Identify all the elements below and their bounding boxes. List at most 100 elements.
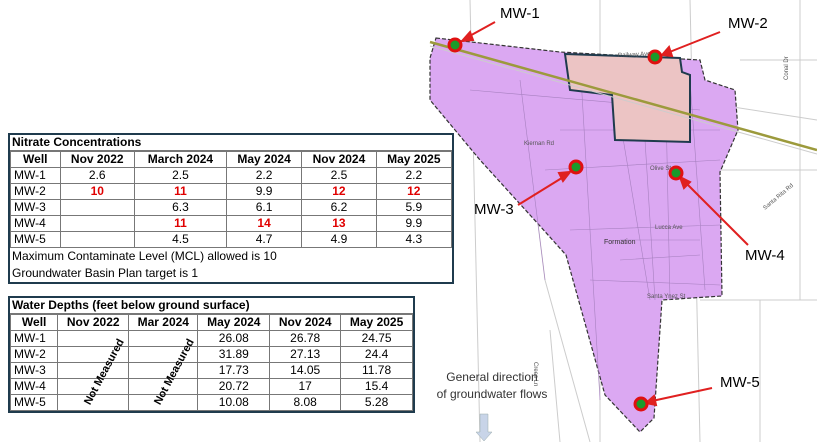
- empty-cell: [59, 215, 135, 232]
- table-title: Water Depths (feet below ground surface): [10, 298, 413, 314]
- cell: 6.3: [133, 199, 227, 216]
- cell: 8.08: [269, 394, 342, 411]
- empty-cell: [128, 362, 199, 379]
- flow-arrow: [475, 413, 493, 442]
- cell: 2.6: [59, 167, 135, 184]
- well-label: MW-2: [728, 15, 768, 32]
- cell: 24.4: [340, 346, 413, 363]
- street-label: Lucca Ave: [655, 225, 683, 231]
- street-label: Crees Ln: [532, 362, 538, 386]
- table-title: Nitrate Concentrations: [10, 135, 452, 151]
- cell: 12: [375, 183, 453, 200]
- header-cell: Well: [9, 314, 59, 331]
- cell: 12: [301, 183, 377, 200]
- header-cell: Nov 2022: [59, 151, 135, 168]
- header-cell: May 2025: [375, 151, 453, 168]
- cell: 9.9: [225, 183, 303, 200]
- well-marker: [668, 165, 684, 181]
- cell: 10: [59, 183, 135, 200]
- cell: MW-3: [9, 362, 59, 379]
- cell: 14: [225, 215, 303, 232]
- header-cell: Well: [10, 151, 61, 168]
- cell: MW-4: [10, 215, 61, 232]
- header-cell: Mar 2024: [128, 314, 199, 331]
- well-label: MW-3: [474, 201, 514, 218]
- header-cell: May 2025: [340, 314, 413, 331]
- empty-cell: [59, 231, 135, 248]
- cell: 26.08: [197, 330, 271, 347]
- cell: 17: [269, 378, 342, 395]
- header-cell: March 2024: [133, 151, 227, 168]
- depth-table: Water Depths (feet below ground surface)…: [8, 296, 415, 413]
- data-row: MW-5 4.5 4.7 4.9 4.3: [10, 231, 453, 248]
- cell: 13: [301, 215, 377, 232]
- cell: 17.73: [197, 362, 271, 379]
- street-label: Conal Dr: [784, 56, 790, 80]
- header-cell: Nov 2024: [301, 151, 377, 168]
- flow-note: of groundwater flows: [437, 387, 548, 401]
- cell: MW-1: [9, 330, 59, 347]
- arrows: [459, 21, 749, 407]
- empty-cell: [128, 394, 199, 411]
- data-row: MW-2 31.89 27.13 24.4: [9, 346, 413, 363]
- data-row: MW-3 17.73 14.05 11.78: [9, 362, 413, 379]
- area-label: Formation: [604, 239, 636, 246]
- empty-cell: [59, 199, 135, 216]
- data-row: MW-4 20.72 17 15.4: [9, 378, 413, 395]
- cell: 2.5: [301, 167, 377, 184]
- cell: MW-3: [10, 199, 61, 216]
- cell: 5.28: [340, 394, 413, 411]
- table-grid: Well Nov 2022 Mar 2024 May 2024 Nov 2024 May …: [9, 314, 413, 411]
- header-row: Well Nov 2022 Mar 2024 May 2024 Nov 2024 May …: [9, 314, 413, 331]
- data-row: MW-1 26.08 26.78 24.75: [9, 330, 413, 347]
- flow-note: General direction: [446, 370, 537, 384]
- well-marker: [568, 159, 584, 175]
- data-row: MW-2 10 11 9.9 12 12: [10, 183, 453, 200]
- empty-cell: [57, 362, 130, 379]
- cell: 24.75: [340, 330, 413, 347]
- street-label: Olive St: [650, 166, 671, 172]
- data-row: MW-4 11 14 13 9.9: [10, 215, 453, 232]
- street-label: Santa Ynez St: [647, 294, 686, 300]
- cell: MW-5: [9, 394, 59, 411]
- cell: 4.9: [301, 231, 377, 248]
- header-cell: Nov 2024: [269, 314, 342, 331]
- cell: 4.7: [225, 231, 303, 248]
- railway-edge: [429, 45, 817, 155]
- cell: 11.78: [340, 362, 413, 379]
- street-label: Kiernan Rd: [524, 141, 554, 147]
- cell: 20.72: [197, 378, 271, 395]
- data-row: MW-1 2.6 2.5 2.2 2.5 2.2: [10, 167, 453, 184]
- cell: 2.5: [133, 167, 227, 184]
- cell: 2.2: [375, 167, 453, 184]
- well-label: MW-4: [745, 247, 785, 264]
- table-note: Maximum Contaminate Level (MCL) allowed …: [12, 249, 277, 263]
- well-marker: [447, 37, 463, 53]
- cell: MW-4: [9, 378, 59, 395]
- cell: 31.89: [197, 346, 271, 363]
- cell: 11: [133, 215, 227, 232]
- data-row: MW-5 10.08 8.08 5.28: [9, 394, 413, 411]
- header-cell: May 2024: [197, 314, 271, 331]
- cell: 15.4: [340, 378, 413, 395]
- district-streets: [469, 59, 721, 401]
- header-cell: Nov 2022: [57, 314, 130, 331]
- cell: 6.2: [301, 199, 377, 216]
- cell: 5.9: [375, 199, 453, 216]
- cell: MW-1: [10, 167, 61, 184]
- cell: 11: [133, 183, 227, 200]
- cell: 4.3: [375, 231, 453, 248]
- cell: 26.78: [269, 330, 342, 347]
- data-row: MW-3 6.3 6.1 6.2 5.9: [10, 199, 453, 216]
- cell: 14.05: [269, 362, 342, 379]
- table-grid: Well Nov 2022 March 2024 May 2024 Nov 2024 Ma…: [10, 151, 453, 248]
- street-label: Railway Ave: [618, 51, 652, 59]
- railway: [429, 40, 817, 152]
- cell: 10.08: [197, 394, 271, 411]
- cell: 4.5: [133, 231, 227, 248]
- well-label: MW-5: [720, 374, 760, 391]
- cell: MW-2: [9, 346, 59, 363]
- well-marker: [633, 396, 649, 412]
- cell: MW-5: [10, 231, 61, 248]
